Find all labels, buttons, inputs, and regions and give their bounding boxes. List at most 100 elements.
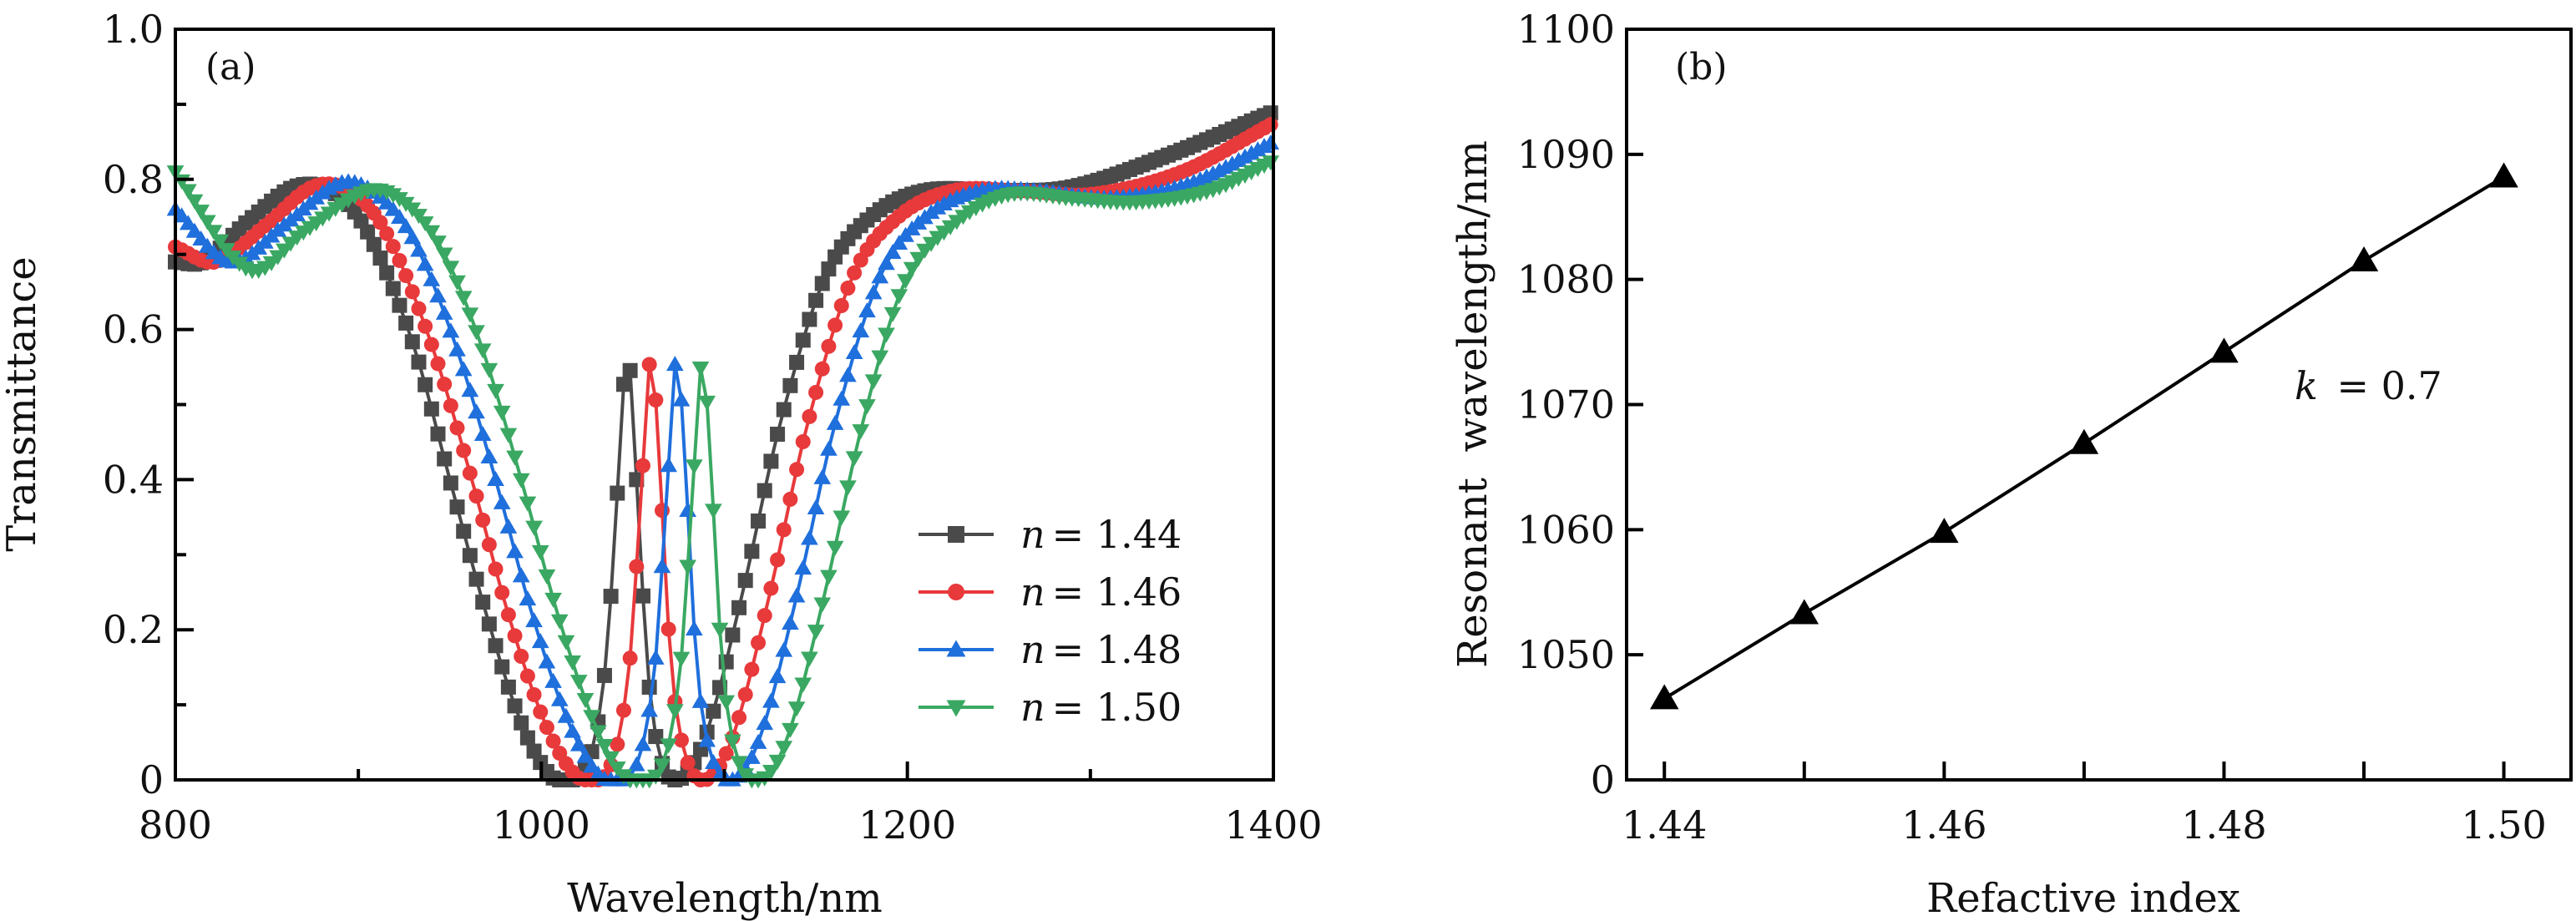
data-point — [782, 615, 799, 630]
x-tick-label: 1000 — [493, 802, 590, 848]
data-point — [461, 307, 479, 323]
data-point — [878, 255, 895, 271]
data-point — [435, 304, 453, 320]
data-point — [660, 457, 678, 473]
legend-item: n = 1.48 — [919, 627, 1182, 672]
data-point — [615, 377, 631, 392]
data-point — [403, 229, 422, 245]
data-point — [756, 715, 774, 731]
legend-var: n — [1020, 569, 1045, 615]
data-point — [775, 741, 793, 757]
data-point — [449, 420, 465, 436]
data-point — [1930, 518, 1959, 544]
data-point — [519, 590, 537, 606]
data-point — [770, 427, 786, 443]
data-point — [533, 704, 549, 720]
data-point — [897, 274, 914, 290]
y-tick-label: 1100 — [1517, 7, 1615, 52]
data-point — [776, 522, 792, 538]
data-point — [653, 758, 671, 774]
data-point — [646, 649, 665, 665]
panel-b-y-axis-title: Resonant wavelength/nm — [1450, 140, 1496, 668]
legend-item: n = 1.44 — [919, 512, 1182, 557]
panel-a-legend: n = 1.44n = 1.46n = 1.48n = 1.50 — [919, 512, 1182, 730]
data-point — [751, 513, 767, 529]
data-point — [423, 337, 439, 352]
data-point — [883, 243, 902, 259]
data-point — [858, 399, 876, 415]
data-point — [372, 215, 388, 230]
panel-a-x-axis-title: Wavelength/nm — [567, 875, 883, 921]
data-point — [449, 499, 465, 515]
data-point — [218, 243, 235, 259]
y-tick-label: 0.6 — [103, 307, 164, 352]
legend-label: n = 1.44 — [1020, 512, 1182, 557]
data-point — [672, 391, 691, 407]
data-point — [519, 730, 535, 746]
slope-annotation-var: k — [2295, 363, 2318, 408]
x-tick-label: 800 — [139, 802, 212, 848]
data-point — [737, 573, 753, 589]
data-point — [641, 357, 657, 372]
data-point — [442, 322, 460, 338]
data-point — [787, 587, 806, 603]
data-point — [205, 225, 223, 240]
data-point — [890, 289, 908, 305]
data-point — [744, 661, 760, 677]
data-point — [418, 318, 433, 334]
data-point — [506, 543, 524, 559]
data-point — [576, 747, 595, 763]
data-point — [526, 686, 542, 702]
data-point — [430, 356, 446, 372]
data-point — [583, 757, 600, 773]
data-point — [531, 545, 549, 561]
legend-value: = 1.48 — [1052, 627, 1182, 672]
data-point — [782, 377, 798, 393]
data-point — [416, 216, 434, 232]
data-point — [807, 498, 825, 514]
data-point — [648, 392, 664, 408]
data-point — [418, 377, 433, 392]
data-point — [768, 754, 787, 770]
data-point — [757, 483, 772, 498]
data-point — [550, 691, 569, 706]
data-point — [743, 748, 761, 764]
data-point — [392, 252, 407, 268]
data-point — [454, 291, 473, 306]
data-point — [384, 200, 402, 216]
data-point — [539, 720, 554, 736]
data-point — [641, 679, 657, 695]
data-point — [648, 729, 664, 745]
data-point — [461, 382, 479, 397]
data-point — [411, 301, 427, 316]
data-point — [909, 251, 928, 267]
data-point — [423, 401, 439, 417]
data-point — [794, 559, 812, 575]
data-point — [795, 332, 811, 348]
legend-var: n — [1020, 627, 1045, 672]
data-point — [430, 426, 446, 442]
legend-value: = 1.46 — [1052, 569, 1182, 615]
data-point — [506, 450, 524, 466]
data-point — [749, 733, 767, 749]
legend-value: = 1.50 — [1052, 685, 1182, 730]
panel-b-series-group — [1649, 162, 2518, 710]
data-point — [514, 715, 529, 731]
data-point — [379, 265, 395, 281]
data-point — [398, 315, 414, 331]
data-point — [679, 501, 697, 517]
data-point — [519, 668, 535, 684]
data-point — [826, 414, 844, 430]
data-point — [468, 403, 485, 419]
data-point — [410, 209, 428, 225]
data-point — [763, 580, 779, 596]
data-point — [564, 722, 581, 738]
data-point — [500, 607, 516, 623]
data-point — [423, 271, 441, 286]
legend-marker — [948, 584, 964, 600]
x-tick-label: 1400 — [1224, 802, 1322, 848]
series-resonant-wavelength — [1649, 162, 2518, 710]
data-point — [706, 703, 721, 719]
data-point — [864, 374, 883, 390]
data-point — [762, 692, 780, 708]
